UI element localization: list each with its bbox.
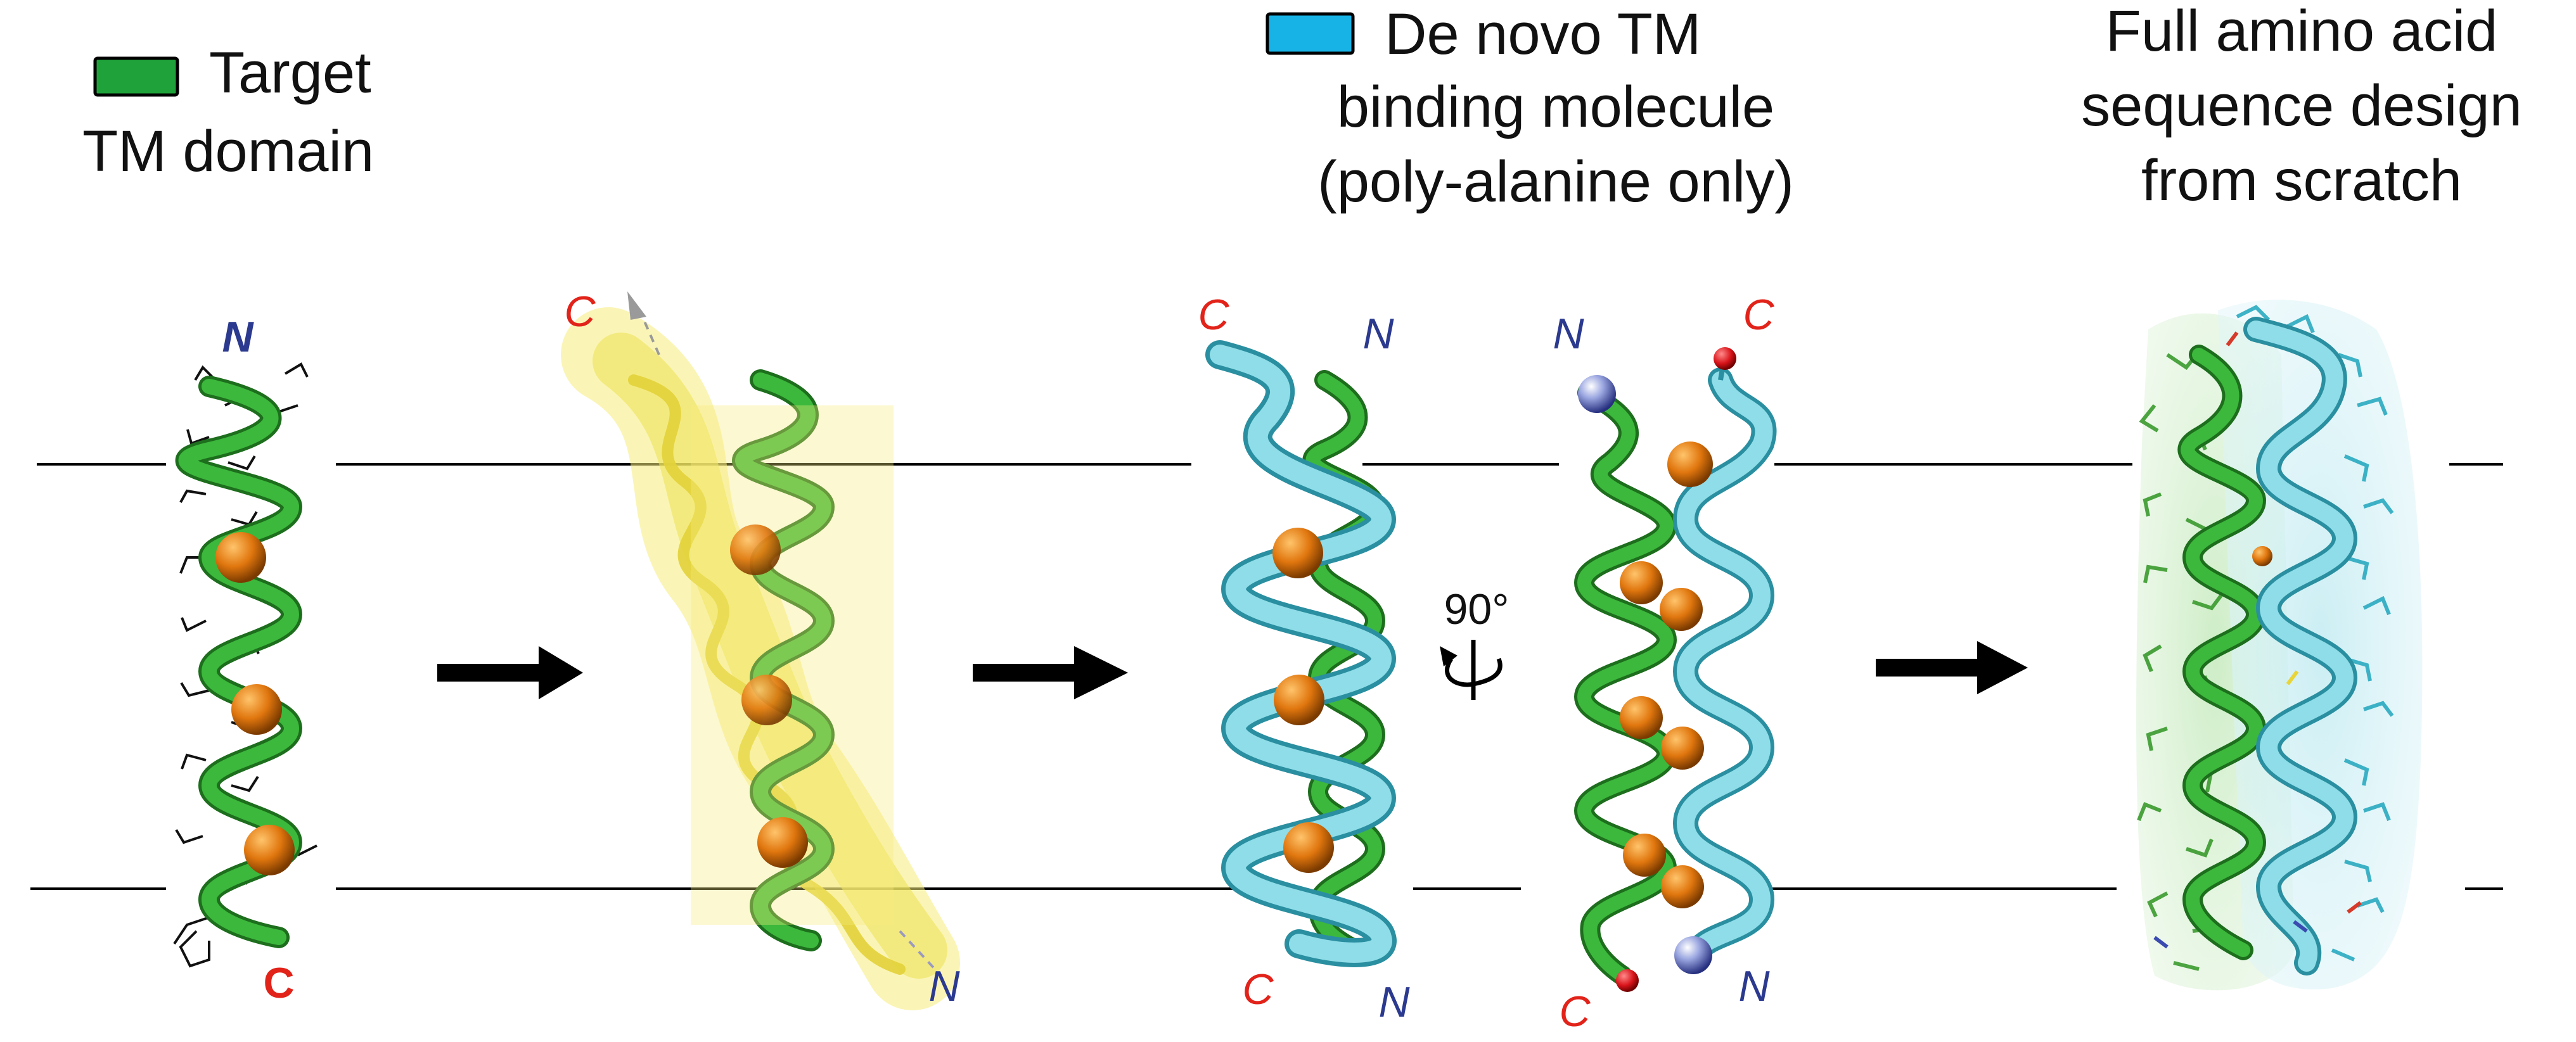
- interface-residue-sphere: [244, 825, 295, 875]
- terminus-label-n: N: [1553, 310, 1584, 358]
- interface-residue-sphere: [2252, 546, 2272, 566]
- rotation-label: 90°: [1444, 585, 1509, 633]
- interface-residue-sphere: [1272, 528, 1323, 578]
- c-terminal-oxygen: [1616, 969, 1639, 992]
- panel-target-helix: N C: [173, 313, 317, 1007]
- terminus-label-n: N: [928, 962, 960, 1010]
- c-terminal-oxygen: [1714, 347, 1736, 370]
- denovo-label-line3: (poly-alanine only): [1317, 149, 1794, 214]
- interface-residue-sphere: [1274, 675, 1324, 725]
- ensemble-dash-bottom: [899, 930, 939, 974]
- final-step-line3: from scratch: [2141, 148, 2462, 213]
- legend-target: Target TM domain: [82, 41, 374, 184]
- n-terminal-nitrogen: [1674, 936, 1712, 974]
- denovo-label-line1: De novo TM: [1385, 2, 1701, 67]
- interface-residue-sphere: [1661, 727, 1704, 770]
- terminus-label-c: C: [564, 288, 596, 336]
- interface-residue-sphere: [757, 817, 808, 868]
- final-step-line2: sequence design: [2081, 73, 2522, 138]
- target-label-line2: TM domain: [82, 119, 374, 184]
- process-arrow: [1876, 641, 2028, 694]
- terminus-label-c: C: [1743, 291, 1774, 339]
- denovo-swatch: [1266, 12, 1355, 55]
- interface-residue-sphere: [1620, 696, 1663, 739]
- interface-residue-sphere: [1661, 865, 1704, 908]
- interface-residue-sphere: [741, 675, 792, 725]
- n-terminal-nitrogen: [1578, 375, 1616, 413]
- rotation-indicator: 90°: [1440, 585, 1509, 700]
- denovo-label-line2: binding molecule: [1337, 75, 1774, 139]
- panel-binder-ensemble: C N: [561, 288, 960, 1010]
- terminus-label-n: N: [1738, 962, 1770, 1010]
- terminus-label-n: N: [1362, 310, 1394, 358]
- legend-denovo: De novo TM binding molecule (poly-alanin…: [1266, 2, 1794, 214]
- interface-residue-sphere: [1620, 561, 1663, 604]
- interface-residue-sphere: [1667, 442, 1713, 487]
- interface-residue-sphere: [730, 524, 781, 575]
- process-arrow: [437, 646, 583, 699]
- terminus-label-c: C: [1242, 965, 1274, 1013]
- heteroatom-highlights: [2153, 331, 2362, 949]
- final-step-title: Full amino acid sequence design from scr…: [2081, 0, 2522, 213]
- interface-residue-sphere: [215, 532, 266, 583]
- panel-complex-side: N C C N: [1553, 291, 1777, 1036]
- cyan-side-chains: [2236, 305, 2394, 962]
- interface-residue-sphere: [1283, 822, 1334, 873]
- interface-residue-sphere: [231, 684, 282, 735]
- interface-residue-sphere: [1660, 588, 1703, 631]
- target-swatch: [93, 56, 179, 97]
- panel-full-sequence-design: [2136, 300, 2423, 991]
- terminus-label-c: C: [1559, 988, 1591, 1036]
- target-label-line1: Target: [209, 41, 371, 105]
- final-step-line1: Full amino acid: [2106, 0, 2498, 63]
- panel-complex-front: C N C N: [1198, 291, 1410, 1026]
- process-arrow: [973, 646, 1128, 699]
- terminus-label-n: N: [222, 313, 254, 361]
- terminus-label-n: N: [1378, 978, 1410, 1026]
- interface-residue-sphere: [1623, 834, 1666, 877]
- terminus-label-c: C: [1198, 291, 1229, 339]
- terminus-label-c: C: [263, 959, 294, 1007]
